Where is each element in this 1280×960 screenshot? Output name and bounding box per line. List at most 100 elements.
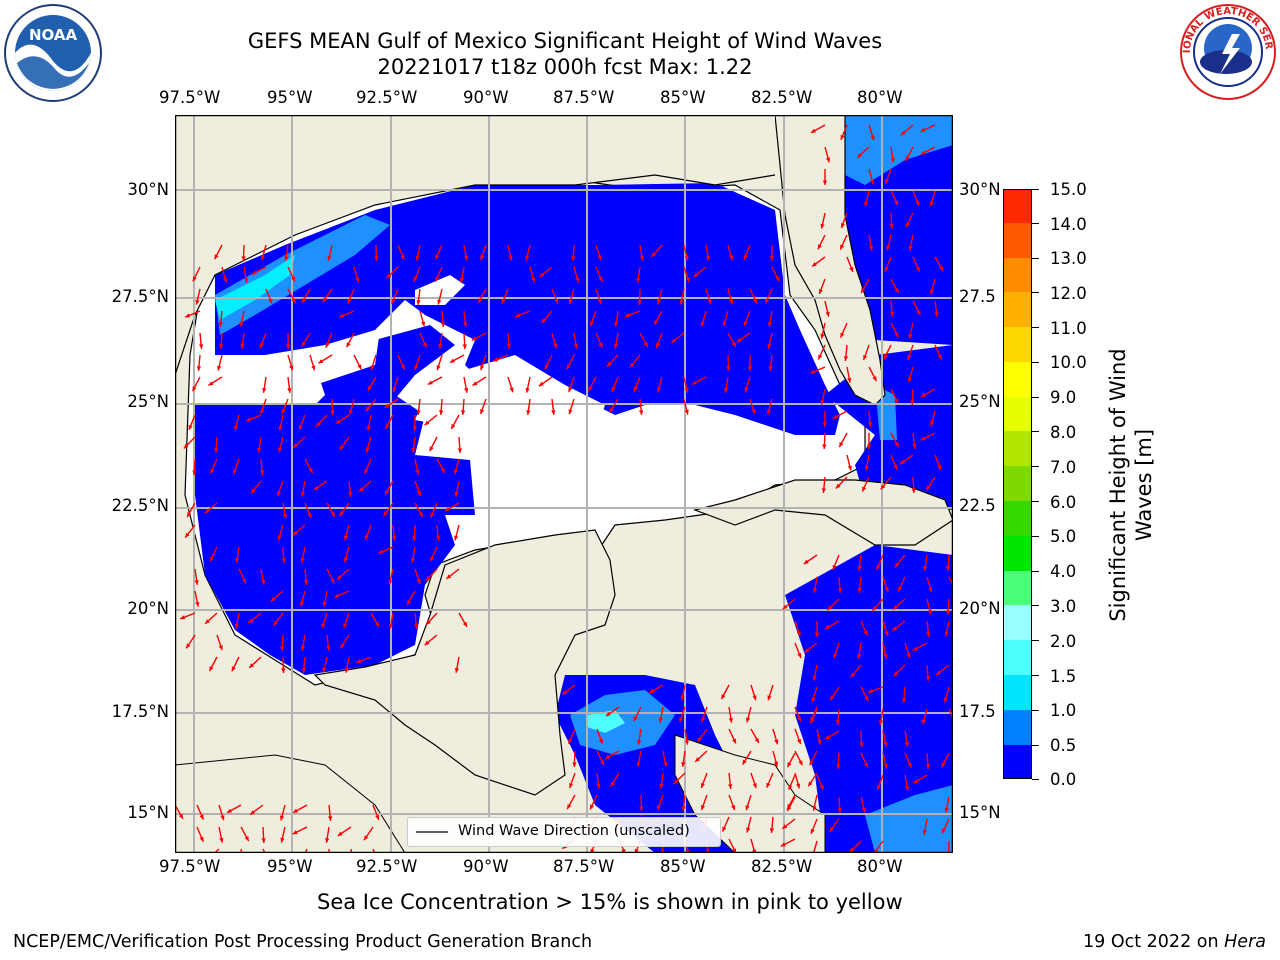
wind-wave-arrowhead [531, 277, 536, 283]
wind-wave-arrowhead [837, 808, 842, 813]
wind-wave-arrowhead [637, 300, 642, 305]
wind-wave-arrowhead [636, 761, 641, 767]
wind-wave-arrowhead [681, 762, 686, 767]
wind-wave-arrowhead [597, 255, 602, 261]
wind-wave-arrowhead [863, 630, 868, 636]
wind-wave-arrowhead [847, 377, 852, 383]
wind-wave-arrowhead [231, 666, 236, 672]
wind-wave-arrowhead [260, 409, 265, 415]
wind-wave-arrowhead [930, 421, 935, 427]
wind-wave-arrowhead [420, 321, 426, 327]
wind-wave-arrowhead [424, 420, 430, 426]
wind-wave-arrowhead [566, 364, 571, 370]
wave-field-pacific-lighter [865, 785, 953, 853]
left-lat-label: 20°N [127, 599, 169, 618]
wind-wave-arrowhead [870, 135, 875, 141]
wind-wave-arrowhead [679, 299, 684, 305]
wind-wave-arrowhead [840, 244, 845, 250]
wind-wave-arrowhead [422, 342, 427, 348]
wind-wave-arrowhead [893, 464, 898, 470]
wind-wave-arrowhead [721, 694, 726, 700]
wind-wave-arrowhead [829, 826, 834, 832]
wind-wave-arrowhead [412, 536, 417, 541]
wind-wave-arrowhead [378, 549, 384, 554]
top-lon-label: 97.5°W [159, 88, 221, 107]
wind-wave-arrowhead [348, 409, 354, 415]
bottom-lon-label: 92.5°W [356, 857, 418, 876]
colorbar-tick-label: 13.0 [1050, 249, 1087, 268]
colorbar-tick-label: 6.0 [1050, 493, 1077, 512]
wind-wave-arrowhead [822, 444, 827, 449]
wind-wave-arrowhead [863, 355, 868, 361]
wind-wave-arrowhead [416, 579, 421, 585]
wind-wave-arrowhead [920, 392, 926, 397]
wind-wave-arrowhead [937, 354, 942, 360]
wind-wave-arrowhead [861, 287, 866, 293]
wind-wave-arrowhead [811, 697, 816, 703]
colorbar-segment [1003, 640, 1032, 675]
wind-wave-arrowhead [415, 469, 420, 475]
wind-wave-arrowhead [893, 605, 898, 610]
left-lat-label: 30°N [127, 180, 169, 199]
wind-wave-arrowhead [233, 469, 238, 475]
wind-wave-arrowhead [822, 180, 828, 185]
wind-wave-arrowhead [884, 179, 890, 184]
wind-wave-arrowhead [567, 804, 572, 810]
wind-wave-arrowhead [544, 364, 549, 370]
wind-wave-arrowhead [849, 266, 854, 272]
wind-wave-arrowhead [937, 464, 942, 470]
wind-wave-arrowhead [366, 425, 371, 431]
wind-wave-arrowhead [290, 276, 295, 282]
wind-wave-arrowhead [684, 255, 689, 261]
wind-wave-arrowhead [418, 512, 423, 518]
wind-wave-arrowhead [913, 779, 919, 784]
wind-wave-arrowhead [928, 587, 933, 593]
wind-wave-arrowhead [449, 358, 455, 363]
data-gap [200, 330, 380, 400]
wind-wave-arrowhead [192, 470, 197, 475]
wind-wave-arrowhead [322, 297, 328, 303]
wind-wave-arrowhead [636, 278, 641, 283]
wind-wave-arrowhead [185, 532, 190, 538]
wind-wave-arrowhead [812, 805, 817, 811]
wind-wave-arrowhead [590, 804, 595, 810]
wind-wave-arrowhead [186, 643, 191, 649]
wind-wave-arrowhead [705, 255, 711, 261]
wind-wave-arrowhead [416, 410, 421, 415]
colorbar-segment [1003, 397, 1032, 431]
wind-wave-arrowhead [439, 410, 444, 415]
right-lat-label: 25°N [959, 392, 1001, 411]
colorbar-tick-label: 15.0 [1050, 180, 1087, 199]
wind-wave-arrowhead [359, 487, 364, 492]
noaa-logo: NOAA [4, 4, 102, 102]
wind-wave-arrow [328, 848, 330, 853]
wind-wave-arrowhead [568, 409, 573, 415]
colorbar-tick-label: 11.0 [1050, 319, 1087, 338]
wind-wave-arrowhead [857, 153, 863, 158]
wind-wave-arrowhead [506, 344, 511, 349]
wind-wave-arrowhead [809, 760, 814, 766]
wind-wave-arrowhead [435, 536, 441, 541]
wind-wave-arrowhead [812, 587, 818, 593]
wind-wave-arrowhead [325, 838, 330, 843]
graticule [175, 115, 953, 853]
wind-wave-arrowhead [281, 408, 286, 414]
wind-wave-arrowhead [825, 157, 831, 163]
right-lat-label: 27.5 [959, 287, 996, 306]
wind-wave-arrowhead [281, 558, 286, 563]
wind-wave-arrowhead [330, 410, 335, 415]
wind-wave-arrowhead [277, 491, 282, 497]
wind-wave-arrowhead [894, 332, 899, 338]
wind-wave-arrowhead [347, 298, 352, 304]
wind-wave-arrowhead [765, 298, 770, 304]
wind-wave-arrowhead [934, 312, 939, 317]
wind-wave-arrowhead [209, 666, 214, 672]
right-lat-label: 20°N [959, 599, 1001, 618]
title-line-1: GEFS MEAN Gulf of Mexico Significant Hei… [247, 29, 883, 53]
wind-wave-arrowhead [900, 130, 906, 136]
wind-wave-arrowhead [636, 739, 642, 745]
colorbar-segment [1003, 327, 1032, 362]
wind-wave-arrowhead [195, 601, 200, 607]
wind-wave-arrowhead [407, 599, 412, 605]
wind-wave-arrowhead [658, 717, 663, 723]
